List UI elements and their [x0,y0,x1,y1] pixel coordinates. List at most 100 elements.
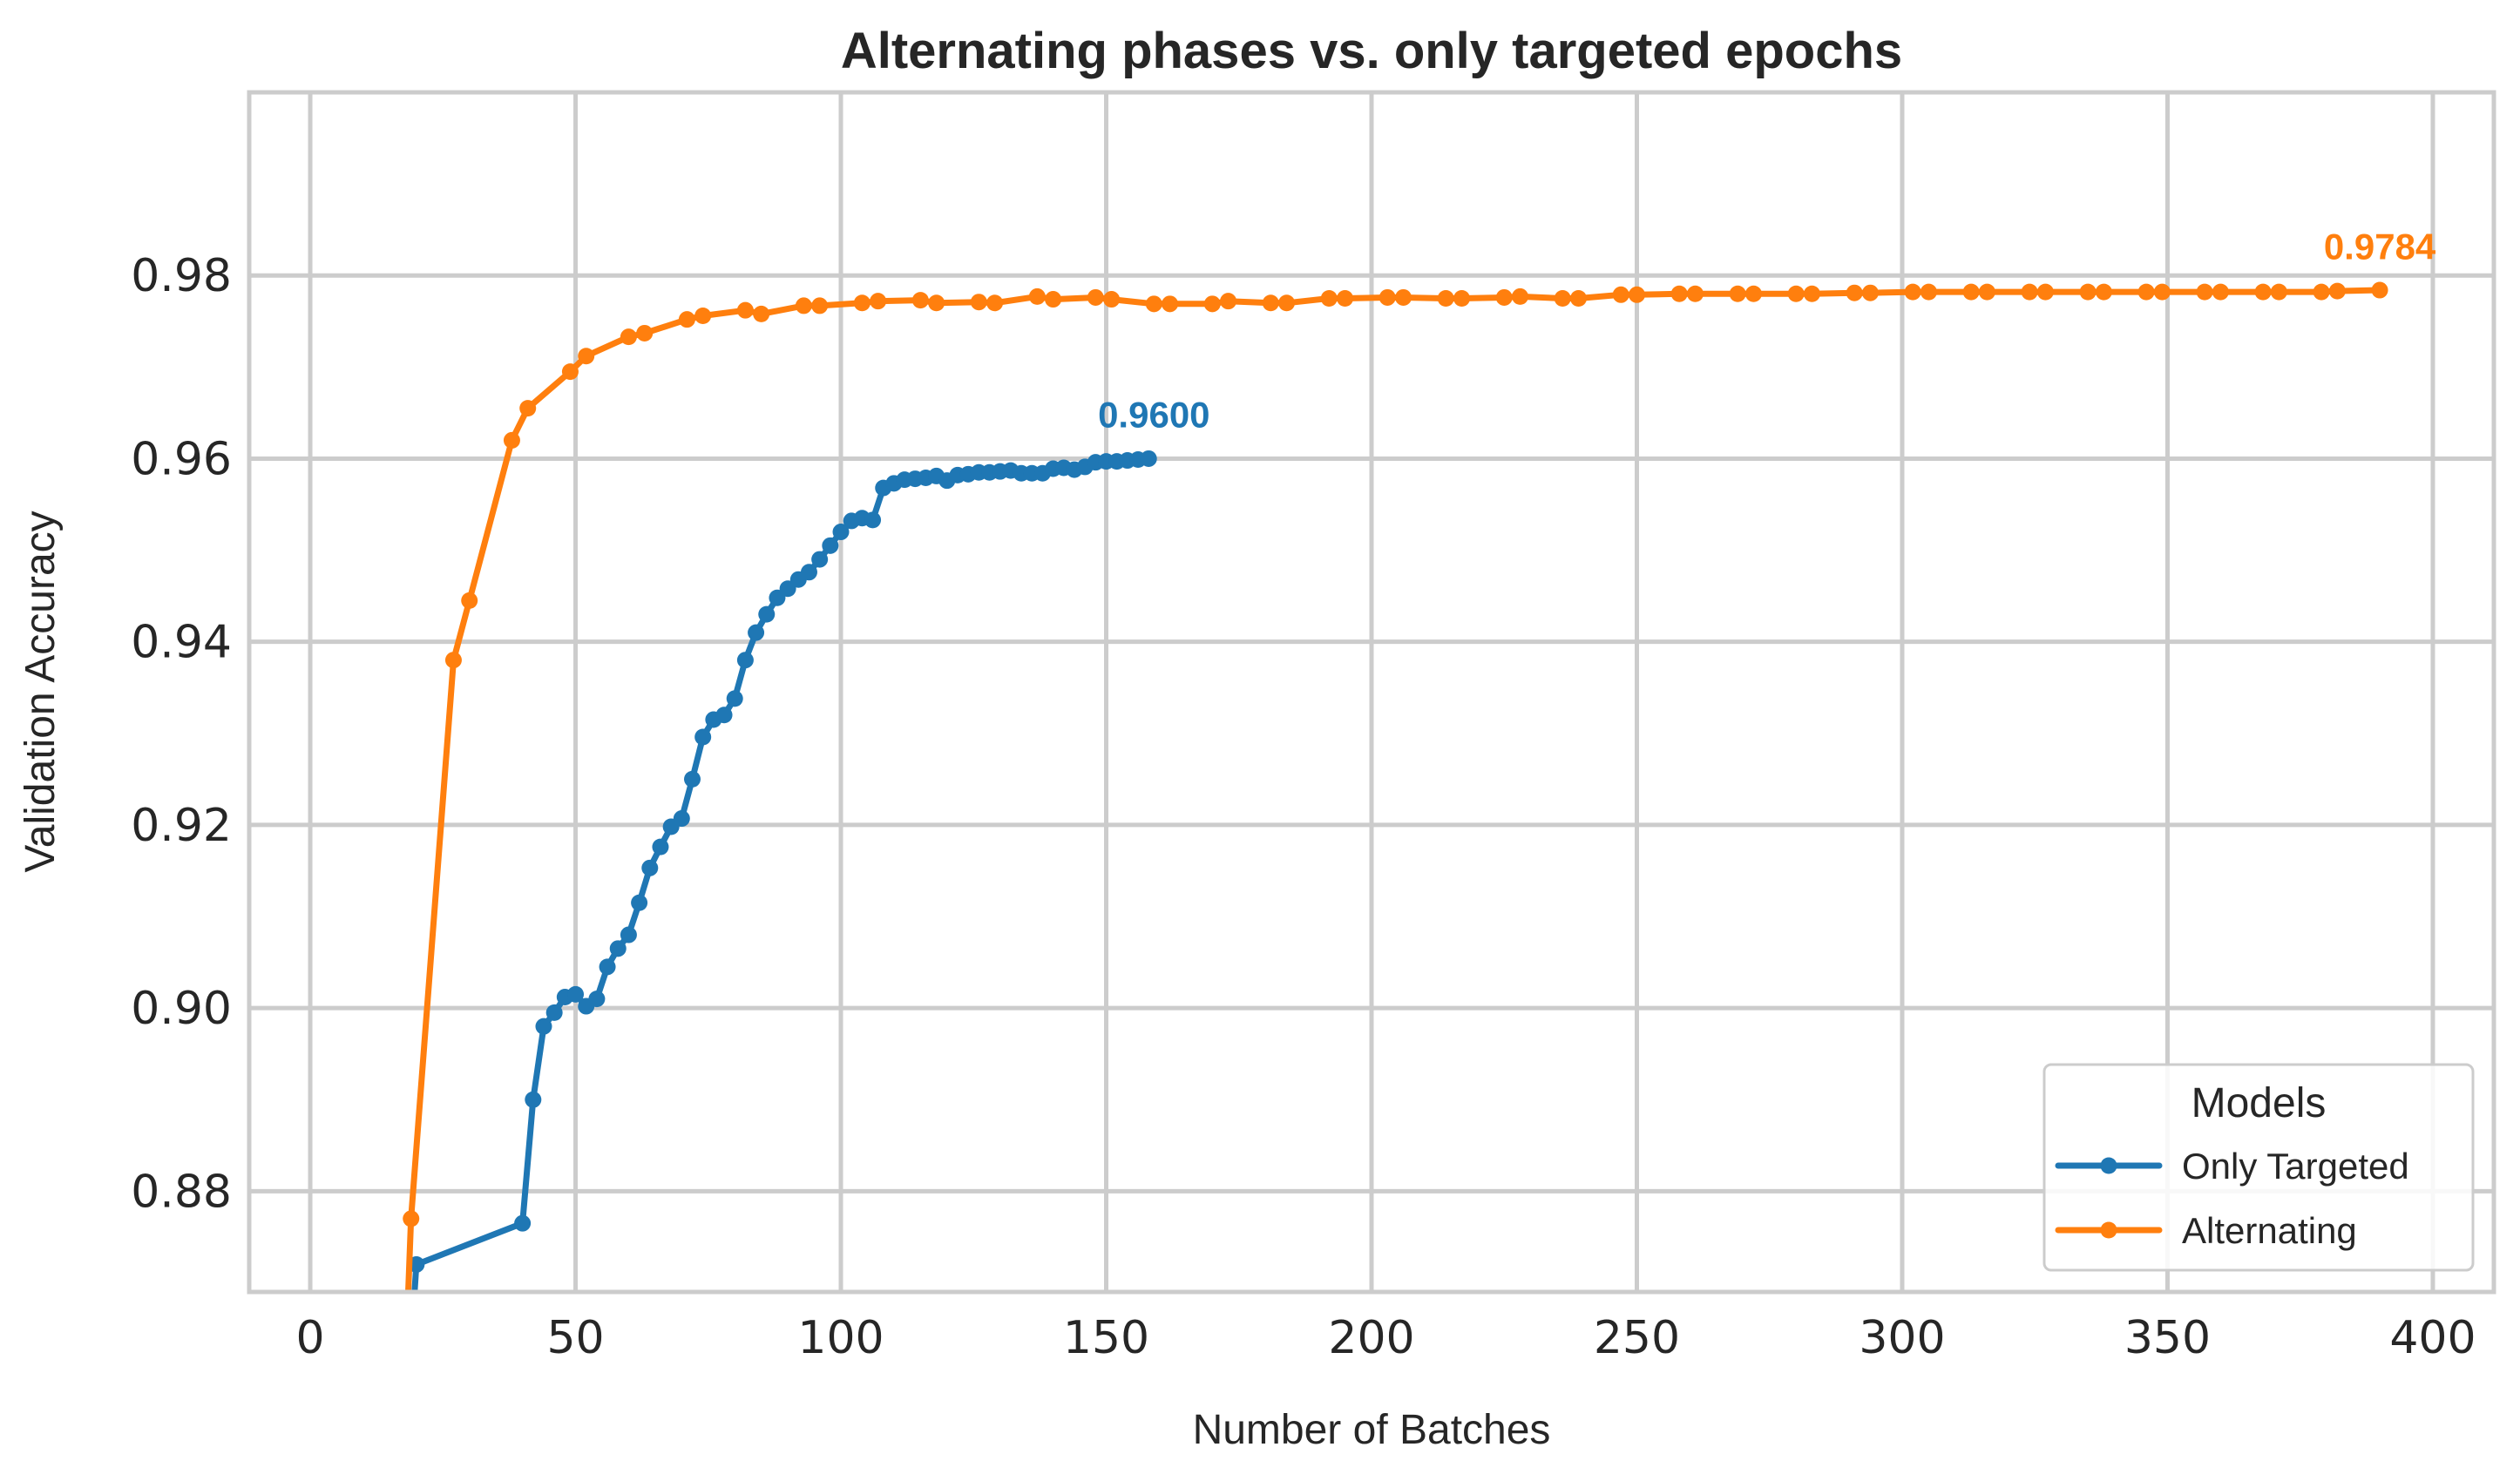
data-point-alternating [620,328,637,346]
data-point-alternating [1337,290,1354,308]
data-point-alternating [986,294,1004,312]
x-tick-label: 250 [1594,1312,1680,1364]
data-point-alternating [1686,285,1704,302]
series-alternating [397,281,2388,1364]
data-point-alternating [1045,291,1062,308]
legend: Models Only Targeted Alternating [2042,1063,2475,1272]
data-point-alternating [2095,283,2112,301]
data-point-alternating [1320,290,1338,308]
data-point-only-targeted [715,707,733,724]
data-point-alternating [519,400,537,417]
data-point-only-targeted [599,958,616,976]
data-point-only-targeted [673,810,690,828]
data-point-alternating [578,348,595,365]
data-point-alternating [928,294,945,312]
x-tick-label: 50 [546,1312,604,1364]
data-point-alternating [2021,283,2038,301]
data-point-only-targeted [758,605,776,623]
data-point-alternating [1262,294,1279,312]
data-point-alternating [2371,281,2388,299]
data-point-alternating [1628,286,1645,303]
y-axis-label: Validation Accuracy [17,511,64,872]
legend-label-only-targeted: Only Targeted [2182,1146,2409,1187]
data-point-alternating [1145,295,1162,313]
data-point-only-targeted [609,940,627,957]
data-point-alternating [1278,294,1296,312]
data-point-alternating [2328,282,2346,300]
data-point-only-targeted [525,1091,542,1108]
data-point-alternating [1803,285,1820,302]
data-point-only-targeted [535,1018,552,1035]
x-tick-label: 100 [797,1312,884,1364]
data-point-alternating [1554,290,1571,308]
x-tick-label: 200 [1328,1312,1414,1364]
data-point-alternating [1512,287,1529,305]
data-point-alternating [678,311,695,328]
data-point-alternating [1846,284,1863,301]
data-point-alternating [1495,288,1513,306]
series-only-targeted [403,450,1157,1356]
data-point-alternating [461,592,478,609]
data-point-only-targeted [822,537,839,554]
y-tick-label: 0.96 [131,433,232,485]
data-point-alternating [2137,283,2155,301]
y-tick-label: 0.94 [131,617,232,669]
data-point-only-targeted [588,991,606,1008]
data-point-alternating [636,324,654,342]
legend-marker-only-targeted [2100,1157,2117,1174]
data-point-alternating [2036,283,2054,301]
plot-frame [247,90,2496,1295]
data-point-alternating [1787,285,1805,302]
data-point-alternating [403,1210,420,1227]
data-point-alternating [853,294,870,312]
data-point-alternating [503,431,520,449]
data-point-only-targeted [514,1214,532,1232]
data-point-alternating [1904,283,1921,301]
data-point-alternating [397,1348,414,1364]
data-point-alternating [795,297,812,314]
chart-title: Alternating phases vs. only targeted epo… [841,23,1902,79]
x-tick-label: 350 [2124,1312,2211,1364]
data-point-alternating [1612,286,1629,303]
data-point-alternating [1729,285,1746,302]
y-tick-label: 0.90 [131,983,232,1035]
data-point-only-targeted [403,1339,419,1356]
data-point-only-targeted [545,1004,563,1021]
data-point-only-targeted [800,564,817,581]
data-point-only-targeted [864,511,882,529]
data-point-only-targeted [748,624,765,641]
y-tick-label: 0.92 [131,800,232,852]
x-tick-label: 300 [1859,1312,1945,1364]
data-point-alternating [1861,284,1879,301]
data-point-alternating [1220,293,1237,310]
data-point-only-targeted [694,728,712,746]
data-point-alternating [753,305,770,322]
data-point-alternating [736,301,754,319]
series-layer [397,281,2388,1364]
data-point-alternating [1379,288,1396,306]
data-point-alternating [811,297,829,314]
data-point-only-targeted [631,894,648,911]
data-point-alternating [1920,283,1937,301]
data-point-alternating [2313,283,2330,301]
annotation-label: 0.9600 [1098,395,1209,436]
data-point-alternating [1395,288,1412,306]
data-point-alternating [2270,283,2287,301]
data-point-alternating [1453,290,1471,308]
data-point-only-targeted [1140,450,1157,467]
data-point-only-targeted [726,690,743,707]
data-point-alternating [561,363,579,381]
y-tick-label: 0.88 [131,1166,232,1218]
data-point-only-targeted [641,859,659,876]
x-tick-label: 150 [1063,1312,1149,1364]
legend-title: Models [2191,1080,2327,1126]
y-tick-labels: 0.88 0.90 0.92 0.94 0.96 0.98 [131,250,232,1218]
legend-box [2042,1063,2475,1272]
data-point-alternating [1437,290,1454,308]
data-point-alternating [1103,291,1121,308]
data-point-alternating [1670,285,1688,302]
data-point-alternating [1570,290,1588,308]
legend-items: Only Targeted Alternating [2055,1146,2409,1251]
y-tick-label: 0.98 [131,250,232,302]
